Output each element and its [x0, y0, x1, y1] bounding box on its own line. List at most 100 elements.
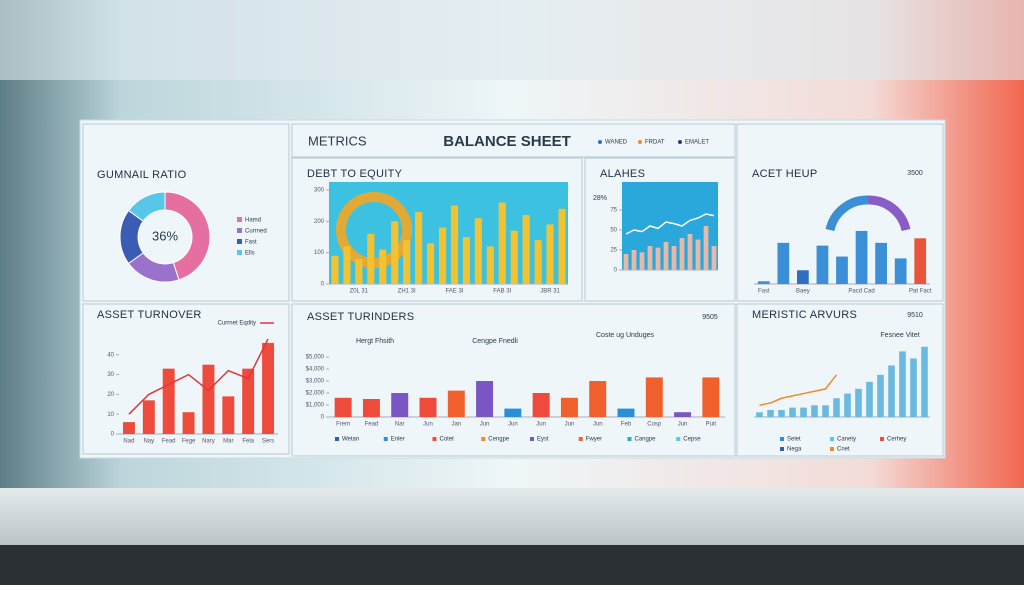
bar — [532, 393, 550, 417]
legend-label: Nega — [787, 447, 802, 453]
bar — [476, 381, 494, 417]
x-tick-label: Jun — [508, 422, 518, 428]
legend-label: Currnet Eqdity — [218, 321, 256, 327]
x-tick-label: Jun — [423, 422, 433, 428]
bar — [617, 408, 635, 417]
bar — [822, 405, 829, 417]
x-tick-label: Nad — [123, 439, 134, 445]
plot-background — [622, 182, 718, 270]
bar — [334, 397, 352, 417]
y-tick-label: $4,000 — [306, 367, 325, 373]
bar — [534, 240, 542, 284]
legend-swatch — [578, 437, 583, 441]
chart-title: DEBT TO EQUITY — [307, 168, 403, 180]
bar — [645, 377, 663, 417]
header-title: BALANCE SHEET — [443, 133, 571, 150]
x-tick-label: Fead — [365, 422, 379, 428]
bar — [450, 205, 459, 284]
annotation: 28% — [593, 195, 607, 202]
x-tick-label: Jun — [536, 422, 546, 428]
bar — [674, 412, 692, 417]
legend-swatch — [383, 437, 388, 441]
x-tick-label: Jun — [480, 422, 490, 428]
x-tick-label: Nay — [143, 439, 154, 445]
bar — [767, 409, 774, 417]
y-tick-label: 0 — [614, 268, 618, 274]
bar — [262, 342, 275, 434]
bar — [877, 374, 884, 417]
legend-label: Cerhey — [887, 437, 906, 443]
legend-swatch — [481, 437, 486, 441]
annotation: Fesnee Vitet — [880, 332, 919, 339]
legend-label: Canety — [837, 437, 856, 443]
legend-label: Fast — [245, 240, 257, 246]
bar — [655, 247, 661, 270]
legend-label: Enler — [391, 437, 405, 443]
bar — [836, 256, 848, 284]
bar — [504, 408, 522, 417]
bar — [631, 250, 637, 270]
x-tick-label: FAB 3I — [493, 289, 511, 295]
bar — [671, 246, 677, 270]
bar — [474, 218, 482, 284]
bar — [800, 407, 807, 417]
x-tick-label: Fege — [182, 439, 196, 445]
y-tick-label: 100 — [314, 250, 325, 256]
y-tick-label: $3,000 — [306, 379, 325, 385]
legend-swatch — [830, 447, 834, 451]
legend-label: FRDAT — [645, 140, 665, 146]
x-tick-label: Jun — [565, 422, 575, 428]
bar — [242, 368, 255, 434]
x-tick-label: Pat Fact — [909, 289, 932, 295]
bar — [403, 240, 411, 284]
bar — [415, 211, 423, 284]
bar — [855, 230, 868, 284]
bar — [777, 242, 790, 284]
bar — [778, 409, 785, 417]
y-tick-label: $5,000 — [306, 355, 325, 361]
bar — [711, 246, 717, 270]
x-tick-label: Nary — [202, 439, 215, 445]
x-tick-label: JBR 31 — [540, 289, 560, 295]
y-tick-label: 200 — [314, 219, 325, 225]
y-tick-label: 25 — [610, 248, 617, 254]
header-left: METRICS — [308, 133, 367, 148]
legend-label: WANED — [605, 140, 628, 146]
legend-swatch — [780, 447, 784, 451]
legend-label: Currned — [245, 229, 267, 235]
x-tick-label: FAE 3I — [445, 289, 463, 295]
legend-dot — [678, 140, 682, 144]
y-tick-label: $2,000 — [306, 391, 325, 397]
bar — [833, 398, 840, 417]
y-tick-label: 0 — [111, 432, 115, 438]
bar — [426, 243, 435, 284]
annotation: 3500 — [907, 170, 923, 177]
x-tick-label: Nar — [395, 422, 405, 428]
legend-swatch — [530, 437, 534, 441]
x-tick-label: Puit — [706, 422, 717, 428]
pie-slice — [164, 191, 211, 281]
panel-borders — [82, 123, 944, 457]
bar — [866, 381, 873, 417]
chart-title: GUMNAIL RATIO — [97, 169, 187, 181]
bar — [498, 202, 506, 284]
y-tick-label: 0 — [321, 282, 325, 288]
bar — [462, 237, 471, 284]
legend-label: Selet — [787, 437, 801, 443]
bar — [687, 234, 693, 270]
legend-label: Wetan — [342, 437, 359, 443]
legend-label: Cotet — [440, 437, 455, 443]
legend-label: Cepse — [683, 437, 701, 443]
legend-label: Cangpe — [635, 437, 657, 443]
legend-swatch — [432, 437, 437, 441]
bar — [362, 399, 380, 417]
bar — [343, 246, 351, 284]
y-tick-label: 50 — [610, 228, 617, 234]
bar — [391, 221, 399, 284]
bar — [797, 270, 809, 284]
legend-dot — [638, 140, 642, 144]
legend-swatch — [237, 239, 242, 244]
bar — [142, 400, 155, 434]
bar — [703, 226, 709, 270]
